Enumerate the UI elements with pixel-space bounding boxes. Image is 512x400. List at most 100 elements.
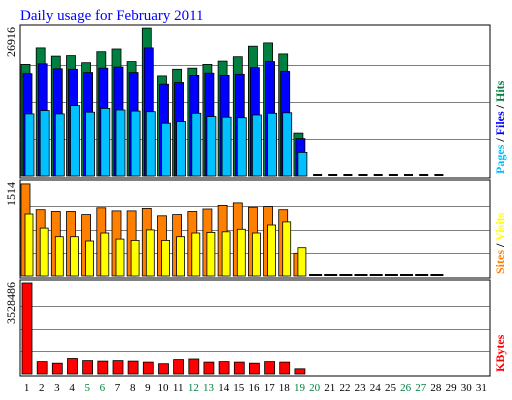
y-axis-max-label: 3528486 (4, 282, 18, 324)
series-kbytes (21, 282, 306, 375)
bar-kbytes-day-19 (294, 368, 306, 375)
bar-sites-day-10 (161, 239, 170, 277)
chart-panels: 26916 Pages / Files / Hits 1514 Sites / Vis… (4, 24, 507, 377)
x-tick-label-day-25: 25 (385, 382, 397, 394)
bar-pages-day-17 (267, 112, 278, 177)
x-tick-label-day-13: 13 (203, 382, 215, 394)
x-tick-label-day-5: 5 (84, 382, 90, 394)
x-tick-label-day-26: 26 (400, 382, 412, 394)
bar-pages-day-28 (434, 174, 444, 176)
legend-kbytes: KBytes (493, 334, 507, 372)
bar-kbytes-day-2 (36, 361, 48, 375)
bar-kbytes-day-1 (21, 282, 33, 375)
bar-kbytes-day-3 (51, 362, 63, 375)
bar-pages-day-4 (70, 105, 80, 177)
bar-sites-day-20 (313, 274, 323, 276)
y-axis-max-label: 1514 (4, 182, 18, 206)
x-tick-label-day-11: 11 (173, 382, 184, 394)
bar-sites-day-16 (251, 232, 261, 277)
panel-legend: Sites / Visits (493, 212, 507, 274)
legend-separator: / (493, 135, 507, 144)
x-tick-label-day-23: 23 (355, 382, 367, 394)
bar-sites-day-5 (85, 240, 94, 277)
x-tick-label-day-8: 8 (130, 382, 136, 394)
bar-sites-day-3 (54, 236, 64, 277)
bar-pages-day-20 (313, 174, 323, 176)
bar-pages-day-3 (54, 113, 65, 177)
x-tick-label-day-15: 15 (233, 382, 245, 394)
bar-sites-day-27 (419, 274, 429, 276)
legend-visits: Visits (493, 212, 507, 241)
bar-kbytes-day-15 (233, 361, 245, 375)
bar-pages-day-25 (388, 174, 398, 176)
x-tick-label-day-18: 18 (279, 382, 291, 394)
bar-pages-day-22 (343, 174, 353, 176)
panel-hits-files-pages: 26916 Pages / Files / Hits (4, 24, 507, 179)
legend-pages: Pages (493, 144, 507, 174)
chart-title: Daily usage for February 2011 (20, 8, 204, 24)
panel-frame (19, 279, 491, 377)
bar-pages-day-8 (130, 110, 141, 177)
x-tick-label-day-9: 9 (145, 382, 151, 394)
bar-kbytes-day-12 (188, 358, 200, 375)
legend-hits: Hits (493, 80, 507, 102)
bar-sites-day-18 (282, 221, 292, 277)
bar-sites-day-15 (236, 228, 246, 277)
panel-legend: KBytes (493, 334, 507, 372)
bar-pages-day-12 (191, 112, 202, 177)
legend-separator: / (493, 241, 507, 250)
bar-pages-day-13 (206, 116, 217, 177)
panel-kbytes: 3528486 KBytes (4, 279, 507, 377)
x-tick-label-day-6: 6 (100, 382, 106, 394)
bar-sites-day-7 (115, 238, 125, 277)
x-tick-label-day-31: 31 (476, 382, 487, 394)
x-tick-label-day-7: 7 (115, 382, 121, 394)
bar-pages-day-5 (85, 111, 95, 177)
series-pages (24, 105, 444, 177)
bar-sites-day-11 (176, 236, 186, 277)
bar-kbytes-day-8 (127, 360, 139, 375)
bar-sites-day-17 (267, 224, 277, 277)
x-tick-label-day-16: 16 (249, 382, 261, 394)
bar-pages-day-9 (145, 111, 156, 177)
bar-sites-day-25 (388, 274, 398, 276)
x-tick-label-day-17: 17 (264, 382, 276, 394)
y-axis-max-label: 26916 (4, 27, 18, 57)
x-tick-label-day-10: 10 (158, 382, 170, 394)
bar-sites-day-24 (373, 274, 383, 276)
bar-pages-day-27 (419, 174, 429, 176)
x-tick-label-day-4: 4 (69, 382, 75, 394)
x-tick-label-day-14: 14 (218, 382, 230, 394)
bar-pages-day-11 (176, 121, 187, 177)
bar-sites-day-13 (206, 231, 216, 277)
legend-separator: / (493, 102, 507, 111)
bar-kbytes-day-18 (279, 361, 291, 375)
bar-kbytes-day-11 (173, 359, 185, 375)
bar-sites-day-23 (358, 274, 368, 276)
bar-kbytes-day-16 (248, 362, 260, 375)
bar-sites-day-22 (343, 274, 353, 276)
x-tick-label-day-19: 19 (294, 382, 306, 394)
bar-pages-day-23 (358, 174, 368, 176)
bar-sites-day-12 (191, 232, 201, 277)
bar-sites-day-1 (24, 213, 34, 277)
bar-pages-day-1 (24, 113, 35, 177)
bar-kbytes-day-6 (97, 360, 109, 375)
panel-legend: Pages / Files / Hits (493, 80, 507, 174)
bar-kbytes-day-7 (112, 360, 124, 375)
bar-pages-day-7 (115, 109, 126, 177)
bar-pages-day-10 (161, 122, 171, 177)
bar-kbytes-day-14 (218, 361, 230, 375)
bar-pages-day-15 (236, 117, 247, 177)
bar-kbytes-day-5 (82, 360, 93, 375)
bar-sites-day-8 (130, 239, 140, 277)
bar-kbytes-day-9 (142, 361, 154, 375)
bar-pages-day-2 (39, 110, 50, 177)
bar-pages-day-18 (282, 112, 293, 177)
bar-pages-day-6 (100, 108, 111, 177)
x-tick-label-day-1: 1 (24, 382, 30, 394)
bar-sites-day-6 (100, 232, 110, 277)
bar-sites-day-14 (221, 231, 231, 277)
bar-sites-day-21 (328, 274, 338, 276)
